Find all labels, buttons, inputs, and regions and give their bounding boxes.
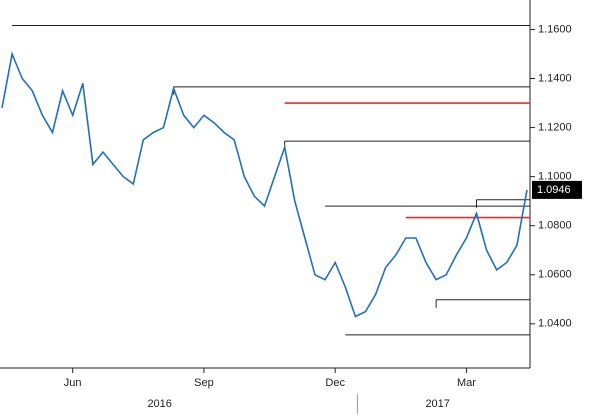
x-tick-label: Dec <box>325 377 345 389</box>
y-tick-label: 1.1600 <box>538 23 572 35</box>
last-price-label: 1.0946 <box>537 184 571 196</box>
year-label: 2017 <box>425 398 449 410</box>
x-tick-label: Sep <box>194 377 214 389</box>
last-price-box <box>532 180 582 199</box>
y-tick-label: 1.1200 <box>538 121 572 133</box>
y-tick-label: 1.0400 <box>538 318 572 330</box>
year-label: 2016 <box>147 398 171 410</box>
x-tick-label: Jun <box>64 377 82 389</box>
y-tick-label: 1.1000 <box>538 171 572 183</box>
y-tick-label: 1.0600 <box>538 269 572 281</box>
y-tick-label: 1.0800 <box>538 220 572 232</box>
y-tick-label: 1.1400 <box>538 72 572 84</box>
price-line <box>1 51 528 318</box>
x-tick-label: Mar <box>457 377 476 389</box>
